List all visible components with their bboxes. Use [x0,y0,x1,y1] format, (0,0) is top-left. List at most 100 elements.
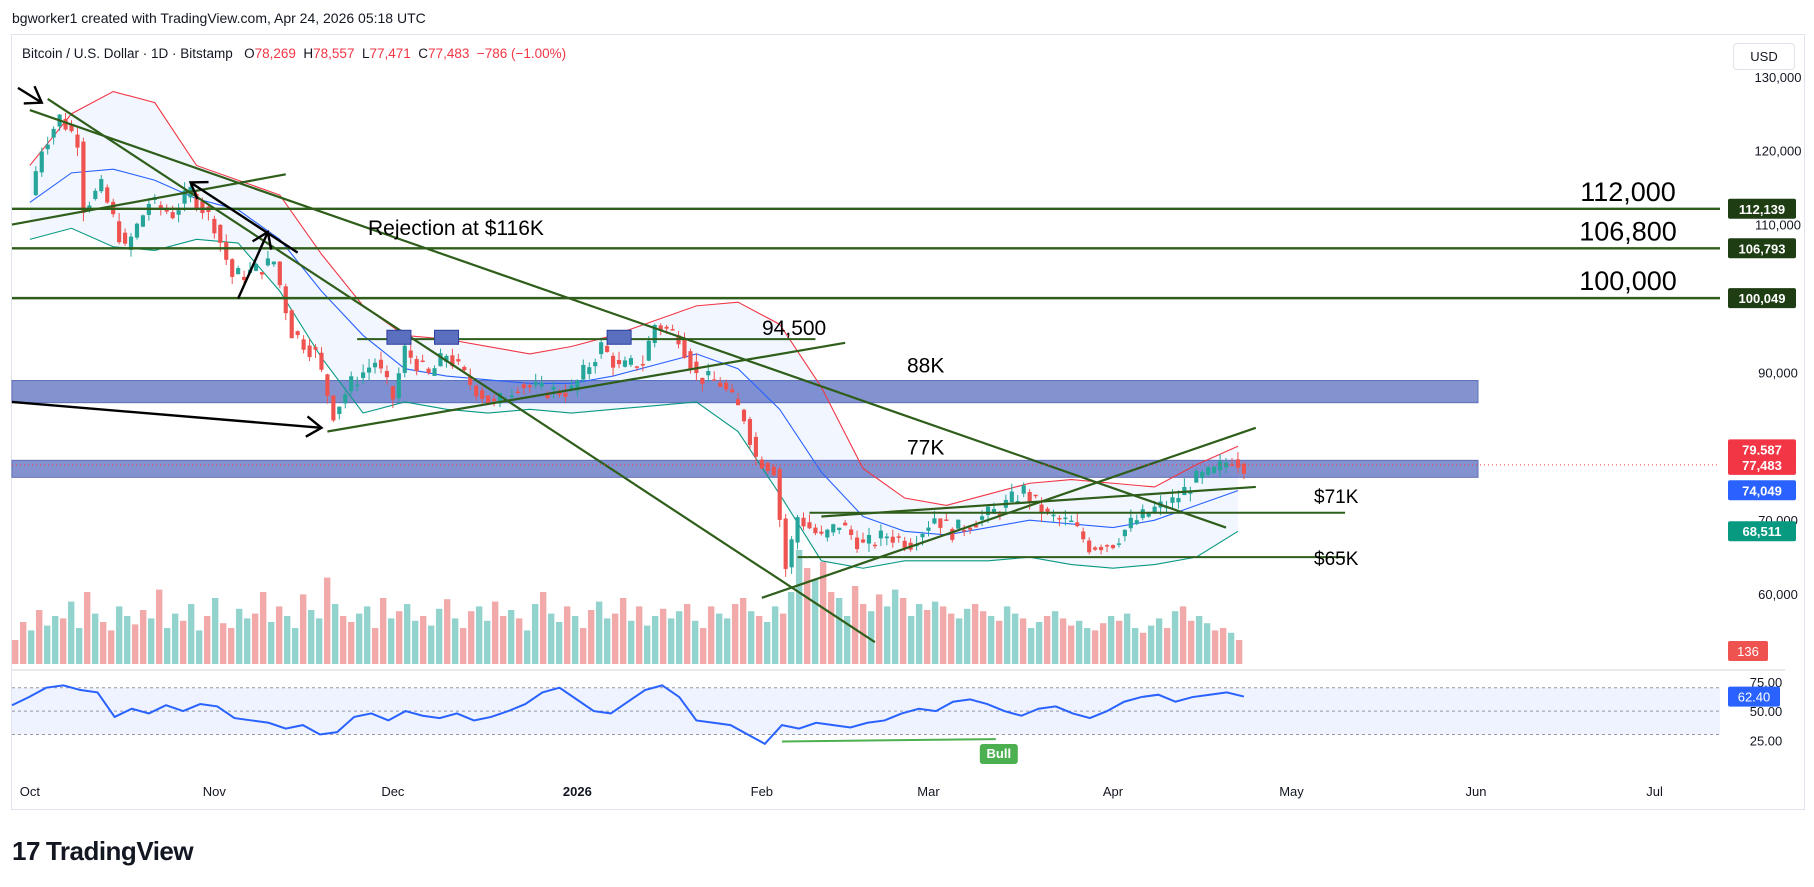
volume-bar [259,592,267,664]
candle-body [866,535,872,544]
marker-box [434,329,460,345]
candle-body [920,533,925,538]
volume-bar [747,611,755,664]
candle-body [771,466,776,476]
price-label-bg [1728,480,1796,501]
volume-bar [163,628,171,664]
candle-body [1057,518,1062,520]
candle-body [420,360,425,363]
volume-bar [451,618,459,664]
volume-bar [355,613,363,664]
high-value: 78,557 [313,46,355,61]
volume-bar [507,610,515,664]
volume-label-bg [1728,641,1768,661]
volume-bar [867,611,875,664]
candle-body [259,272,265,275]
volume-bar [235,608,243,664]
volume-bar [851,586,859,664]
price-label: 112,139 [1739,202,1785,217]
volume-bar [403,604,411,664]
candle-body [545,393,550,399]
volume-bar [651,616,659,664]
volume-bar [779,613,787,664]
candle-body [384,371,390,378]
volume-bar [35,610,43,664]
x-tick-label: 2026 [563,784,592,799]
candle-body [884,536,889,539]
candle-body [527,385,532,388]
price-label: 100,049 [1739,291,1786,306]
volume-bar [1051,611,1059,664]
volume-bar [691,620,699,664]
volume-bar [419,616,427,664]
volume-bar [1163,628,1171,664]
candle-body [1063,517,1068,520]
volume-bar [51,616,59,664]
volume-bar [1099,623,1107,664]
volume-bar [667,618,675,664]
candle-body [497,393,503,404]
volume-bar [59,618,67,664]
candle-body [628,358,634,365]
volume-bar [1131,628,1139,664]
volume-bar [339,616,347,664]
candle-body [658,325,663,331]
volume-bar [643,625,651,664]
volume-bar [387,618,395,664]
volume-bar [459,628,467,664]
volume-bar [1115,620,1123,664]
volume-bar [995,620,1003,664]
volume-bar [1203,623,1211,664]
candle-body [652,325,657,344]
candle-body [968,527,973,530]
volume-bar [219,623,227,664]
candle-body [890,536,895,543]
volume-bar [483,620,491,664]
volume-bar [1211,630,1219,664]
candle-body [1081,531,1086,540]
volume-bar [1059,618,1067,664]
candle-body [378,359,384,369]
candle-body [182,190,187,204]
candle-body [468,376,473,385]
volume-bar [1219,628,1227,664]
volume-bar [1019,618,1027,664]
rsi-tick-label: 75.00 [1750,675,1783,690]
volume-bar [179,620,187,664]
candle-body [616,359,622,365]
candle-body [366,367,372,373]
candle-body [474,385,479,397]
volume-bar [131,624,139,664]
low-label: L [361,46,370,61]
volume-bar [835,598,843,664]
volume-bar [467,611,475,664]
candle-body [33,171,38,196]
candle-body [902,540,907,548]
candle-body [408,350,413,358]
candle-body [230,259,235,277]
y-tick-label: 90,000 [1758,365,1798,380]
axes: 130,000120,000110,00090,00070,00060,000O… [20,70,1802,799]
candle-body [765,462,770,472]
candle-body [63,118,68,130]
arrow-line [189,181,299,254]
currency-button[interactable]: USD [1733,43,1795,70]
candle-body [295,331,300,336]
candle-body [1152,506,1157,513]
price-label: 106,793 [1739,241,1786,256]
candle-body [69,124,74,132]
candle-body [777,468,782,520]
volume-bar [379,598,387,664]
candle-body [730,389,735,393]
tradingview-logo[interactable]: 17 TradingView [12,836,194,867]
change-value: −786 (−1.00%) [476,46,567,61]
volume-bar [571,616,579,664]
bollinger-bands [29,90,1239,569]
price-label-bg [1728,439,1796,460]
candle-body [1200,472,1205,479]
volume-bar [699,628,707,664]
volume-bar [171,613,179,664]
candle-body [569,385,574,390]
candle-body [735,399,741,406]
